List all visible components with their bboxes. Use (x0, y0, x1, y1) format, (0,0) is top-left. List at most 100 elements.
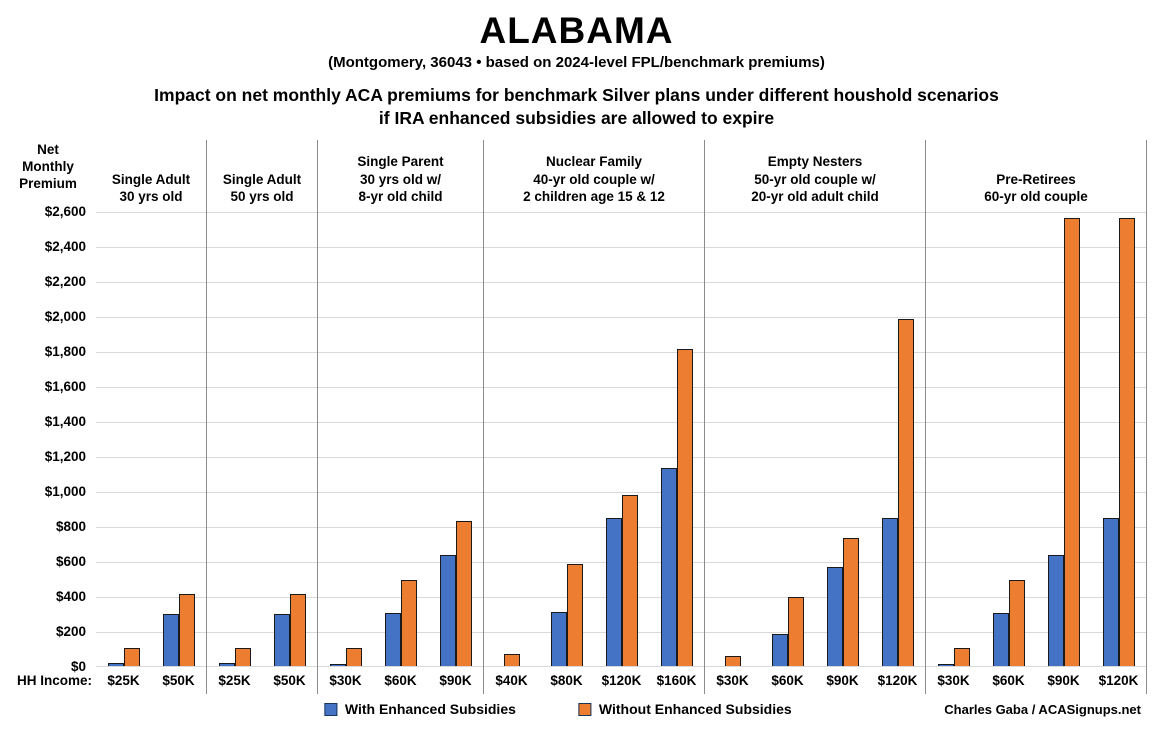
credit-attribution: Charles Gaba / ACASignups.net (944, 702, 1141, 718)
bar-without-enhanced-subsidies (345, 648, 362, 667)
y-tick-label: $800 (55, 519, 86, 535)
bar-with-enhanced-subsidies (273, 614, 290, 667)
scenario-group-plot (318, 212, 483, 668)
bar-pair-column (926, 212, 981, 667)
bar-without-enhanced-subsidies (787, 597, 804, 667)
bar-pair-column (1091, 212, 1146, 667)
bar-with-enhanced-subsidies (937, 664, 954, 667)
y-tick-label: $1,600 (44, 379, 86, 395)
legend-swatch-without-subsidies-icon (577, 702, 591, 716)
scenario-group-title-line: Nuclear Family (545, 154, 643, 170)
bar-without-enhanced-subsidies (234, 648, 251, 667)
scenario-group-title: Single Adult 30 yrs old (96, 140, 206, 212)
income-label: $80K (550, 673, 583, 689)
bar-pair (218, 648, 251, 667)
income-label-row: $30K $60K $90K (318, 667, 483, 694)
hh-income-label: HH Income: (16, 673, 92, 689)
bar-without-enhanced-subsidies (455, 521, 472, 667)
scenario-group-title: Nuclear Family 40-yr old couple w/2 child… (484, 140, 704, 212)
bar-without-enhanced-subsidies (178, 594, 195, 667)
income-label: $90K (439, 673, 472, 689)
bar-pair-column (262, 212, 317, 667)
y-tick-label: $1,000 (44, 484, 86, 500)
chart-heading: Impact on net monthly ACA premiums for b… (0, 84, 1153, 130)
legend-swatch-with-subsidies-icon (323, 702, 337, 716)
bar-without-enhanced-subsidies (1008, 580, 1025, 667)
scenario-group-plot (484, 212, 704, 668)
bar-pair-column (815, 212, 870, 667)
scenario-group-plot (705, 212, 925, 668)
bar-chart: Net Monthly Premium $0 $200 $400 $600 $800 $1… (8, 140, 1147, 695)
scenario-group-title-line: Empty Nesters (767, 154, 863, 170)
bar-pair (1047, 218, 1080, 667)
bar-pair (1102, 218, 1135, 667)
income-label: $60K (771, 673, 804, 689)
income-label-row: $30K $60K $90K $120K (705, 667, 925, 694)
income-label-row: $30K $60K $90K $120K (926, 667, 1146, 694)
bar-pair (550, 564, 583, 667)
scenario-group-5: Empty Nesters 50-yr old couple w/20-yr ol… (705, 140, 926, 695)
bar-pair-column (318, 212, 373, 667)
bar-pair (107, 648, 140, 667)
scenario-group-plot (96, 212, 206, 668)
scenario-group-title-line: 60-yr old couple (984, 188, 1088, 204)
scenario-group-title-line: 50-yr old couple w/ (754, 171, 876, 187)
y-tick-label: $2,400 (44, 239, 86, 255)
bar-without-enhanced-subsidies (676, 349, 693, 667)
scenario-group-1: Single Adult 30 yrs old $25K $50K (96, 140, 207, 695)
scenario-group-4: Nuclear Family 40-yr old couple w/2 child… (484, 140, 705, 695)
bar-pair-column (373, 212, 428, 667)
y-tick-label: $2,000 (44, 309, 86, 325)
income-label: $120K (601, 673, 642, 689)
bar-pair (992, 580, 1025, 667)
bar-with-enhanced-subsidies (605, 518, 622, 667)
bar-with-enhanced-subsidies (218, 663, 235, 667)
scenario-group-title: Single Adult 50 yrs old (207, 140, 317, 212)
bar-with-enhanced-subsidies (1047, 555, 1064, 667)
bar-without-enhanced-subsidies (289, 594, 306, 667)
income-label: $160K (656, 673, 697, 689)
scenario-group-title-line: 8-yr old child (358, 188, 443, 204)
bar-without-enhanced-subsidies (953, 648, 970, 667)
bar-pair (329, 648, 362, 667)
y-axis: Net Monthly Premium $0 $200 $400 $600 $800 $1… (8, 140, 96, 694)
scenario-group-title-line: 30 yrs old (119, 188, 183, 204)
bar-pair-column (1036, 212, 1091, 667)
income-label: $25K (218, 673, 251, 689)
bar-pair (660, 349, 693, 667)
income-label: $50K (273, 673, 306, 689)
bar-pair-column (705, 212, 760, 667)
bar-pair-column (649, 212, 704, 667)
bar-pair-column (760, 212, 815, 667)
legend: With Enhanced Subsidies Without Enhanced… (323, 701, 792, 717)
scenario-group-title: Empty Nesters 50-yr old couple w/20-yr ol… (705, 140, 925, 212)
bar-pair (826, 538, 859, 667)
income-label: $120K (877, 673, 918, 689)
scenario-group-3: Single Parent 30 yrs old w/8-yr old child… (318, 140, 484, 695)
scenario-group-title: Single Parent 30 yrs old w/8-yr old child (318, 140, 483, 212)
income-label: $25K (107, 673, 140, 689)
bar-with-enhanced-subsidies (826, 567, 843, 667)
bar-pair (605, 495, 638, 667)
bar-pair-column (539, 212, 594, 667)
bar-without-enhanced-subsidies (123, 648, 140, 667)
bar-pair (937, 648, 970, 667)
income-label: $30K (329, 673, 362, 689)
y-tick-label: $1,400 (44, 414, 86, 430)
income-label: $30K (716, 673, 749, 689)
y-tick-label: $400 (55, 589, 86, 605)
scenario-group-title-line: 2 children age 15 & 12 (523, 188, 665, 204)
income-label-row: $25K $50K (207, 667, 317, 694)
y-tick-label: $1,200 (44, 449, 86, 465)
bar-pair (162, 594, 195, 667)
bar-pair-column (151, 212, 206, 667)
bar-pair (384, 580, 417, 667)
scenario-group-title-line: 40-yr old couple w/ (533, 171, 655, 187)
bar-pair-column (484, 212, 539, 667)
scenario-group-title-line: Single Adult (222, 171, 302, 187)
legend-row: With Enhanced Subsidies Without Enhanced… (0, 697, 1153, 729)
bar-pair-column (428, 212, 483, 667)
income-label: $50K (162, 673, 195, 689)
bar-with-enhanced-subsidies (329, 664, 346, 667)
